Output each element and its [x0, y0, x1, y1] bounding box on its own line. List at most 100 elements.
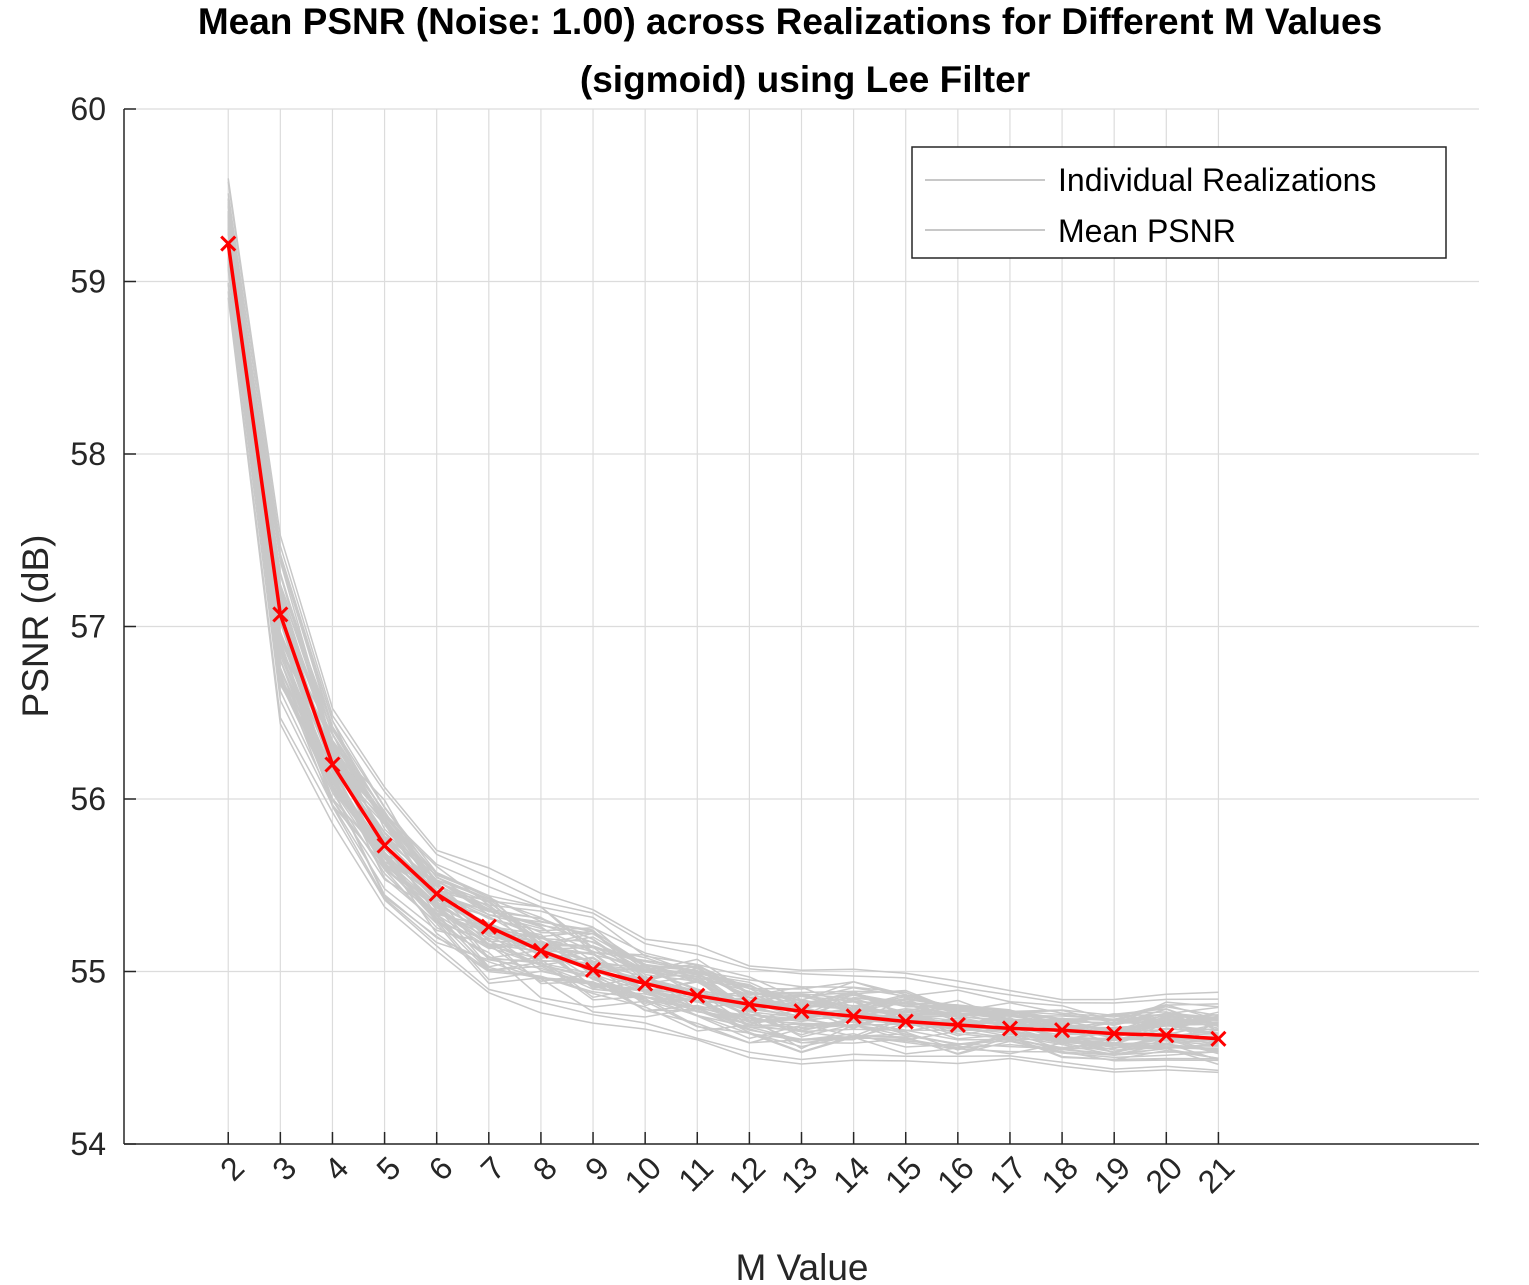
realization-line: [227, 284, 1219, 1061]
mean-psnr-marker: [689, 987, 706, 1004]
mean-psnr-marker: [1210, 1030, 1227, 1047]
realization-line: [227, 232, 1219, 1024]
y-tick-label: 60: [70, 91, 106, 127]
realization-line: [227, 291, 1219, 1072]
chart-subtitle: (sigmoid) using Lee Filter: [580, 59, 1030, 100]
x-tick-label: 3: [265, 1149, 303, 1187]
x-tick-label: 12: [722, 1149, 773, 1200]
grid-lines: [124, 108, 1479, 1145]
mean-psnr-marker: [584, 961, 602, 978]
mean-psnr-marker: [741, 996, 758, 1013]
realization-line: [227, 211, 1219, 1035]
marker-stroke: [1001, 1020, 1019, 1037]
realization-line: [227, 261, 1219, 1050]
marker-stroke: [1210, 1030, 1227, 1047]
x-tick-label: 13: [774, 1149, 825, 1200]
marker-stroke: [1106, 1025, 1123, 1042]
realization-line: [227, 240, 1219, 1045]
mean-psnr-marker: [793, 1003, 810, 1020]
x-tick-label: 20: [1139, 1149, 1190, 1200]
y-tick-label: 58: [70, 436, 106, 472]
mean-psnr-marker: [637, 975, 654, 992]
marker-stroke: [845, 1008, 862, 1025]
realization-line: [227, 230, 1219, 1039]
x-tick-label: 5: [369, 1149, 407, 1187]
mean-psnr-marker: [949, 1016, 966, 1034]
mean-psnr-marker: [532, 942, 549, 959]
mean-psnr-marker: [1106, 1025, 1123, 1042]
realization-line: [227, 218, 1219, 1022]
x-tick-label: 16: [930, 1149, 981, 1200]
realization-line: [227, 250, 1219, 1045]
marker-stroke: [480, 918, 497, 935]
realization-line: [227, 215, 1219, 1031]
realization-line: [227, 214, 1219, 1024]
realization-line: [227, 215, 1219, 1025]
x-tick-label: 11: [671, 1149, 720, 1198]
realization-line: [227, 297, 1219, 1074]
mean-psnr-marker: [428, 885, 445, 902]
x-tick-label: 17: [982, 1149, 1033, 1200]
realization-line: [227, 210, 1219, 1039]
y-axis-label: PSNR (dB): [15, 535, 56, 718]
legend-box: [911, 146, 1447, 259]
realization-line: [227, 243, 1219, 1033]
mean-psnr-marker: [324, 756, 341, 773]
x-tick-label: 21: [1191, 1149, 1242, 1200]
realization-line: [227, 228, 1219, 1042]
realization-line: [227, 226, 1219, 1036]
realization-line: [227, 264, 1219, 1041]
y-tick-label: 57: [70, 609, 106, 645]
marker-stroke: [1158, 1027, 1175, 1044]
realization-line: [227, 259, 1219, 1059]
x-tick-label: 7: [474, 1149, 512, 1187]
axes: [123, 108, 1479, 1145]
mean-psnr-marker: [376, 837, 393, 854]
realization-line: [227, 261, 1219, 1061]
realization-line: [227, 205, 1219, 1028]
legend: Individual Realizations Mean PSNR: [911, 146, 1447, 259]
realization-line: [227, 247, 1219, 1045]
realization-line: [227, 253, 1219, 1041]
mean-psnr-marker: [897, 1013, 914, 1030]
marker-stroke: [532, 942, 549, 959]
realization-line: [227, 220, 1219, 1029]
realization-line: [227, 240, 1219, 1055]
realization-line: [227, 222, 1219, 1047]
realization-line: [227, 247, 1219, 1062]
realization-line: [227, 223, 1219, 1026]
mean-psnr-marker: [272, 606, 289, 623]
x-tick-label: 9: [578, 1149, 616, 1187]
realization-line: [227, 227, 1219, 1045]
y-tick-label: 54: [70, 1126, 106, 1162]
realization-line: [227, 282, 1219, 1061]
realization-line: [227, 219, 1219, 1032]
y-tick-label: 55: [70, 954, 106, 990]
realization-line: [227, 264, 1219, 1051]
x-tick-label: 18: [1034, 1149, 1085, 1200]
realization-line: [227, 283, 1219, 1060]
marker-stroke: [741, 996, 758, 1013]
realization-line: [227, 245, 1219, 1053]
marker-stroke: [949, 1016, 966, 1034]
marker-stroke: [584, 961, 602, 978]
realization-line: [227, 242, 1219, 1041]
realization-line: [227, 228, 1219, 1033]
mean-psnr-marker: [1158, 1027, 1175, 1044]
mean-psnr-marker: [1054, 1022, 1071, 1039]
y-tick-labels: 54 55 56 57 58 59 60: [70, 91, 106, 1162]
realization-line: [227, 257, 1219, 1047]
realization-line: [227, 198, 1219, 1024]
legend-entry-realizations: Individual Realizations: [1058, 162, 1376, 198]
realization-line: [227, 259, 1219, 1049]
individual-realizations-lines: [227, 178, 1219, 1074]
x-tick-label: 19: [1087, 1149, 1138, 1200]
y-tick-label: 59: [70, 264, 106, 300]
realization-line: [227, 231, 1219, 1044]
realization-line: [227, 256, 1219, 1051]
mean-psnr-line: [226, 243, 1219, 1041]
x-tick-labels: 2 3 4 5 6 7 8 9 10 11 12 13 14 15 16 17 18 19 20 21: [213, 1149, 1241, 1200]
realization-line: [227, 220, 1219, 1022]
x-tick-label: 10: [617, 1149, 668, 1200]
